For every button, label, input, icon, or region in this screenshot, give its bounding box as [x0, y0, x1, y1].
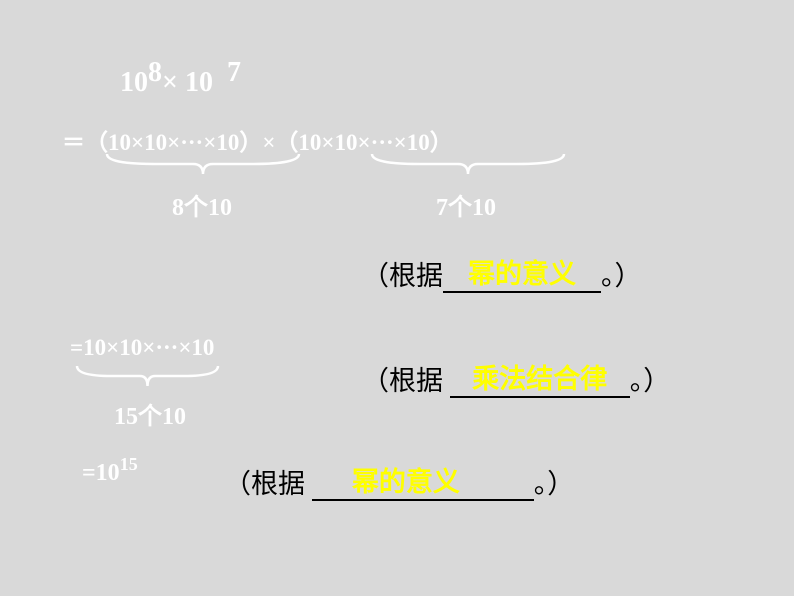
basis1-prefix: （根据 — [362, 261, 443, 291]
final-eq: =10 — [82, 460, 120, 486]
basis2-suffix: 。） — [630, 366, 671, 396]
basis1-answer: 幂的意义 — [468, 259, 576, 289]
basis3-suffix: 。） — [534, 469, 575, 499]
count-15-tens: 15个10 — [114, 396, 186, 431]
exponent-7: 7 — [227, 57, 241, 88]
mult-part: × 10 — [162, 67, 213, 98]
basis1-suffix: 。） — [601, 261, 642, 291]
basis3-answer: 幂的意义 — [352, 467, 460, 497]
underline-3: 幂的意义 — [312, 460, 534, 501]
expression-final: =1015 — [82, 460, 138, 487]
brace-curly-1 — [105, 152, 301, 182]
underline-2: 乘法结合律 — [450, 357, 630, 398]
brace-curly-2 — [370, 152, 566, 182]
expression-combined: =10×10×···×10 — [70, 335, 214, 361]
brace-curly-3 — [75, 364, 220, 394]
count-7-tens: 7个10 — [436, 187, 496, 222]
exponent-15: 15 — [120, 454, 138, 474]
basis3-prefix: （根据 — [224, 469, 312, 499]
basis-line-2: （根据 乘法结合律。） — [362, 357, 670, 398]
expression-top: 108× 10 7 — [120, 67, 241, 99]
count-8-tens: 8个10 — [172, 187, 232, 222]
basis-line-3: （根据 幂的意义 。） — [224, 460, 574, 501]
basis2-answer: 乘法结合律 — [472, 364, 607, 394]
base1: 10 — [120, 67, 148, 98]
basis-line-1: （根据幂的意义。） — [362, 252, 642, 293]
underline-1: 幂的意义 — [443, 252, 601, 293]
exponent-8: 8 — [148, 57, 162, 88]
basis2-prefix: （根据 — [362, 366, 450, 396]
